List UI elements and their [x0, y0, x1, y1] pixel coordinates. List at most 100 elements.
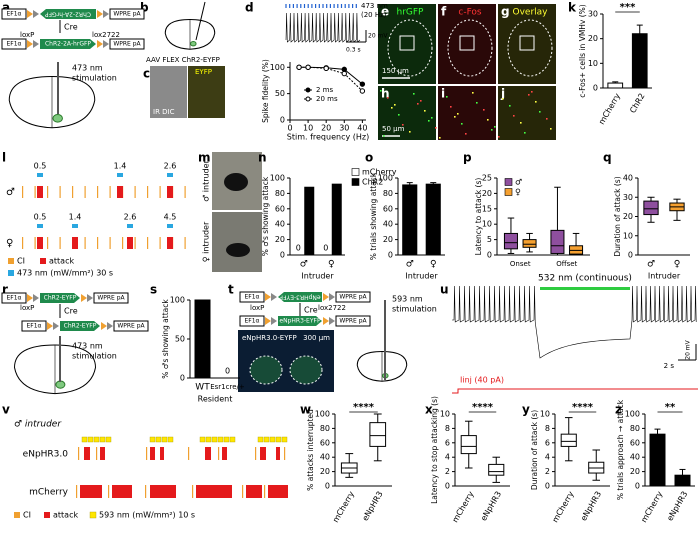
- y-tick-label: 8: [445, 424, 450, 433]
- ci-event: [242, 485, 244, 498]
- y-tick-label: 0: [388, 251, 393, 260]
- legend-label: ChR2: [362, 178, 383, 187]
- mouse: [226, 243, 250, 257]
- y-tick-label: 40: [630, 453, 640, 462]
- x-axis-label: Stim. frequency (Hz): [287, 133, 369, 142]
- attack-event: [150, 447, 155, 460]
- light-block: [275, 436, 282, 443]
- gene-arrow: [40, 9, 96, 19]
- lox-site: [53, 322, 59, 330]
- y-axis-label: % ♂s showing attack: [261, 176, 270, 256]
- cell: [461, 123, 463, 125]
- y-tick-label: 60: [275, 204, 285, 213]
- construct-label: ChR2-EYFP: [44, 295, 77, 302]
- lox-site: [101, 322, 107, 330]
- lox-site: [323, 317, 329, 325]
- lox-site: [103, 40, 109, 48]
- construct-label: EF1α: [6, 41, 21, 48]
- lox-site: [329, 317, 335, 325]
- cell: [394, 104, 396, 106]
- cell: [472, 92, 474, 94]
- panel-label: c: [143, 67, 150, 81]
- ci-event: [109, 186, 111, 198]
- ci-event: [184, 186, 186, 198]
- cre-label: Cre: [304, 306, 318, 315]
- cell: [531, 91, 533, 93]
- promoter-box: [239, 315, 265, 327]
- promoter-box: [1, 8, 27, 20]
- y-tick-label: 25: [482, 174, 492, 183]
- y-tick-label: 10: [540, 410, 550, 419]
- vmh: [55, 380, 66, 389]
- bar: [425, 183, 441, 256]
- panel-label: b: [140, 1, 149, 15]
- panel-label: k: [568, 1, 577, 15]
- intensity-label: 1.4: [114, 162, 127, 171]
- light-block: [87, 436, 94, 443]
- legend-label: attack: [49, 257, 74, 266]
- x-tick-label: ♀: [430, 260, 437, 270]
- row-label: ♂: [6, 187, 15, 198]
- intensity-label: 0.5: [34, 162, 47, 171]
- cell: [420, 100, 422, 102]
- y-axis-label: Duration of attack (s): [530, 410, 539, 490]
- cell: [383, 135, 385, 137]
- site-label: loxP: [250, 304, 264, 312]
- y-tick-label: 40: [383, 220, 393, 229]
- light-label: (20 Hz): [361, 11, 387, 19]
- x-axis-label: Intruder: [301, 272, 334, 281]
- panel-label: o: [365, 151, 373, 165]
- panel-label: i: [441, 87, 445, 101]
- ci-event: [59, 237, 61, 249]
- voltage-trace: [452, 285, 697, 359]
- lox-site: [271, 293, 277, 301]
- y-tick-label: 80: [383, 189, 393, 198]
- legend-label: CI: [23, 511, 31, 520]
- scale-label: 20 mV: [685, 339, 692, 359]
- lox-site: [323, 293, 329, 301]
- panel-label: j: [500, 87, 505, 101]
- ci-event: [184, 237, 186, 249]
- y-tick-label: 0: [180, 374, 185, 383]
- y-tick-label: 4: [545, 453, 550, 462]
- region-outline: [289, 355, 323, 385]
- cell: [509, 105, 511, 107]
- y-tick-label: 15: [482, 204, 492, 213]
- lox-site: [271, 317, 277, 325]
- y-tick-label: 2: [445, 467, 450, 476]
- cell: [435, 127, 437, 129]
- construct-label: EF1α: [244, 318, 259, 325]
- cell: [402, 124, 404, 126]
- ci-event: [147, 237, 149, 249]
- series-line: [299, 66, 363, 92]
- light-block: [155, 436, 162, 443]
- ci-event: [159, 186, 161, 198]
- intensity-label: 0.5: [34, 213, 47, 222]
- cell: [550, 128, 552, 130]
- legend-label: mCherry: [362, 168, 397, 177]
- x-tick-label: eNpHR3: [361, 490, 385, 523]
- y-tick-label: 20: [383, 235, 393, 244]
- y-tick-label: 60: [630, 438, 640, 447]
- y-tick-label: 80: [320, 424, 330, 433]
- light-block: [167, 224, 173, 228]
- cell: [528, 94, 530, 96]
- cell: [476, 102, 478, 104]
- cell: [409, 131, 411, 133]
- y-tick-label: 6: [445, 438, 450, 447]
- attack-event: [276, 447, 280, 460]
- construct-label: EF1α: [26, 323, 41, 330]
- scale-label: 150 μm: [382, 67, 409, 75]
- y-axis-label: Duration of attack (s): [613, 176, 622, 256]
- intensity-label: 2.6: [124, 213, 137, 222]
- attack-event: [205, 447, 211, 460]
- construct-label: WPRE pA: [339, 318, 367, 325]
- stim-label: stimulation: [72, 352, 117, 361]
- x-tick-label: ♂: [300, 260, 308, 270]
- legend-label: ♀: [515, 188, 521, 197]
- ci-event: [34, 237, 36, 249]
- ci-event: [122, 237, 124, 249]
- scale-label: 20 mV: [368, 33, 388, 40]
- construct-label: ChR2-2A-hrGFP: [45, 41, 91, 48]
- attack-event: [72, 237, 78, 249]
